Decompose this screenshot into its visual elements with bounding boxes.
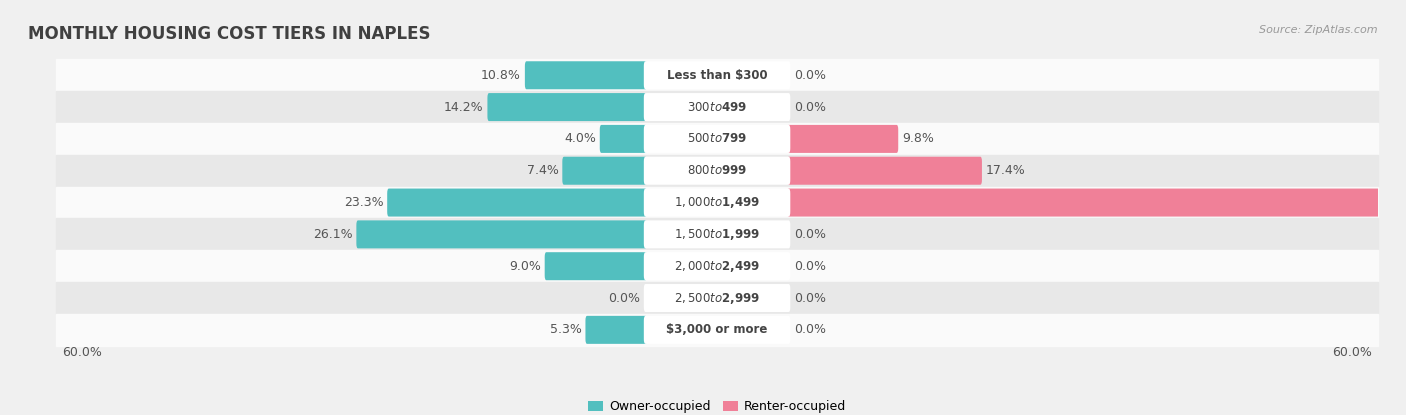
Text: 0.0%: 0.0% <box>607 291 640 305</box>
Text: 0.0%: 0.0% <box>794 228 827 241</box>
Text: 9.8%: 9.8% <box>903 132 934 145</box>
Text: 0.0%: 0.0% <box>794 323 827 336</box>
Text: 60.0%: 60.0% <box>62 346 101 359</box>
Text: Less than $300: Less than $300 <box>666 69 768 82</box>
Bar <box>56 314 1378 346</box>
Text: $3,000 or more: $3,000 or more <box>666 323 768 336</box>
Text: 0.0%: 0.0% <box>794 69 827 82</box>
FancyBboxPatch shape <box>644 61 790 89</box>
FancyBboxPatch shape <box>787 188 1406 217</box>
Text: 17.4%: 17.4% <box>986 164 1025 177</box>
FancyBboxPatch shape <box>644 188 790 217</box>
Text: $300 to $499: $300 to $499 <box>688 100 747 114</box>
Bar <box>56 123 1378 155</box>
Text: 9.0%: 9.0% <box>509 260 541 273</box>
Text: Source: ZipAtlas.com: Source: ZipAtlas.com <box>1260 25 1378 35</box>
FancyBboxPatch shape <box>787 125 898 153</box>
FancyBboxPatch shape <box>585 316 647 344</box>
Text: 23.3%: 23.3% <box>343 196 384 209</box>
Bar <box>56 250 1378 282</box>
FancyBboxPatch shape <box>488 93 647 121</box>
Bar <box>56 218 1378 250</box>
Text: 60.0%: 60.0% <box>1333 346 1372 359</box>
Text: 14.2%: 14.2% <box>444 100 484 114</box>
FancyBboxPatch shape <box>356 220 647 249</box>
Text: $2,000 to $2,499: $2,000 to $2,499 <box>673 259 761 274</box>
FancyBboxPatch shape <box>644 220 790 249</box>
Text: 26.1%: 26.1% <box>314 228 353 241</box>
FancyBboxPatch shape <box>644 125 790 153</box>
Text: $1,500 to $1,999: $1,500 to $1,999 <box>673 227 761 242</box>
FancyBboxPatch shape <box>524 61 647 89</box>
Text: $2,500 to $2,999: $2,500 to $2,999 <box>673 290 761 305</box>
Bar <box>56 187 1378 218</box>
FancyBboxPatch shape <box>787 157 981 185</box>
Bar <box>56 155 1378 187</box>
Text: 0.0%: 0.0% <box>794 291 827 305</box>
Text: $800 to $999: $800 to $999 <box>688 164 747 177</box>
Text: 0.0%: 0.0% <box>794 100 827 114</box>
FancyBboxPatch shape <box>600 125 647 153</box>
Text: 0.0%: 0.0% <box>794 260 827 273</box>
Text: $1,000 to $1,499: $1,000 to $1,499 <box>673 195 761 210</box>
Legend: Owner-occupied, Renter-occupied: Owner-occupied, Renter-occupied <box>582 395 852 415</box>
FancyBboxPatch shape <box>644 252 790 280</box>
Bar <box>56 59 1378 91</box>
Text: 5.3%: 5.3% <box>550 323 582 336</box>
FancyBboxPatch shape <box>387 188 647 217</box>
Text: 7.4%: 7.4% <box>527 164 558 177</box>
FancyBboxPatch shape <box>644 284 790 312</box>
Bar <box>56 91 1378 123</box>
Text: $500 to $799: $500 to $799 <box>688 132 747 145</box>
Text: MONTHLY HOUSING COST TIERS IN NAPLES: MONTHLY HOUSING COST TIERS IN NAPLES <box>28 25 430 43</box>
FancyBboxPatch shape <box>644 93 790 121</box>
Text: 4.0%: 4.0% <box>564 132 596 145</box>
FancyBboxPatch shape <box>644 157 790 185</box>
Text: 10.8%: 10.8% <box>481 69 522 82</box>
FancyBboxPatch shape <box>544 252 647 280</box>
FancyBboxPatch shape <box>644 316 790 344</box>
FancyBboxPatch shape <box>562 157 647 185</box>
Bar <box>56 282 1378 314</box>
